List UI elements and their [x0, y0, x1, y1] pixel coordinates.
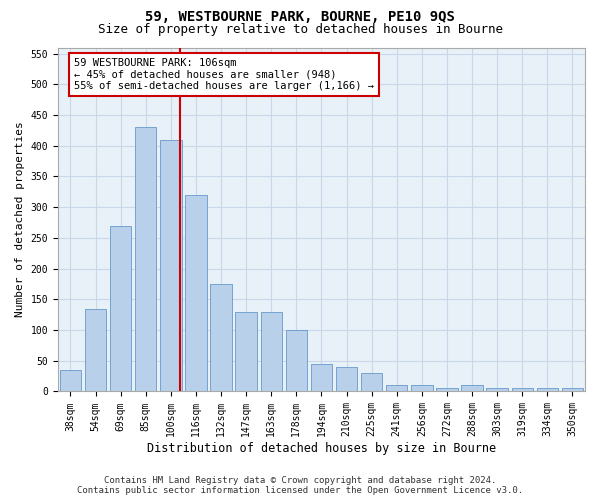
- Y-axis label: Number of detached properties: Number of detached properties: [15, 122, 25, 318]
- Bar: [160, 140, 182, 392]
- Text: Contains HM Land Registry data © Crown copyright and database right 2024.
Contai: Contains HM Land Registry data © Crown c…: [77, 476, 523, 495]
- Bar: [361, 373, 382, 392]
- Bar: [260, 312, 282, 392]
- Bar: [60, 370, 81, 392]
- Bar: [386, 386, 407, 392]
- Bar: [411, 386, 433, 392]
- X-axis label: Distribution of detached houses by size in Bourne: Distribution of detached houses by size …: [147, 442, 496, 455]
- Bar: [512, 388, 533, 392]
- Bar: [110, 226, 131, 392]
- Bar: [487, 388, 508, 392]
- Bar: [85, 308, 106, 392]
- Bar: [235, 312, 257, 392]
- Bar: [336, 367, 357, 392]
- Bar: [286, 330, 307, 392]
- Bar: [436, 388, 458, 392]
- Bar: [461, 386, 483, 392]
- Bar: [311, 364, 332, 392]
- Text: 59, WESTBOURNE PARK, BOURNE, PE10 9QS: 59, WESTBOURNE PARK, BOURNE, PE10 9QS: [145, 10, 455, 24]
- Bar: [211, 284, 232, 392]
- Bar: [135, 128, 157, 392]
- Text: Size of property relative to detached houses in Bourne: Size of property relative to detached ho…: [97, 22, 503, 36]
- Text: 59 WESTBOURNE PARK: 106sqm
← 45% of detached houses are smaller (948)
55% of sem: 59 WESTBOURNE PARK: 106sqm ← 45% of deta…: [74, 58, 374, 91]
- Bar: [536, 388, 558, 392]
- Bar: [562, 388, 583, 392]
- Bar: [185, 195, 206, 392]
